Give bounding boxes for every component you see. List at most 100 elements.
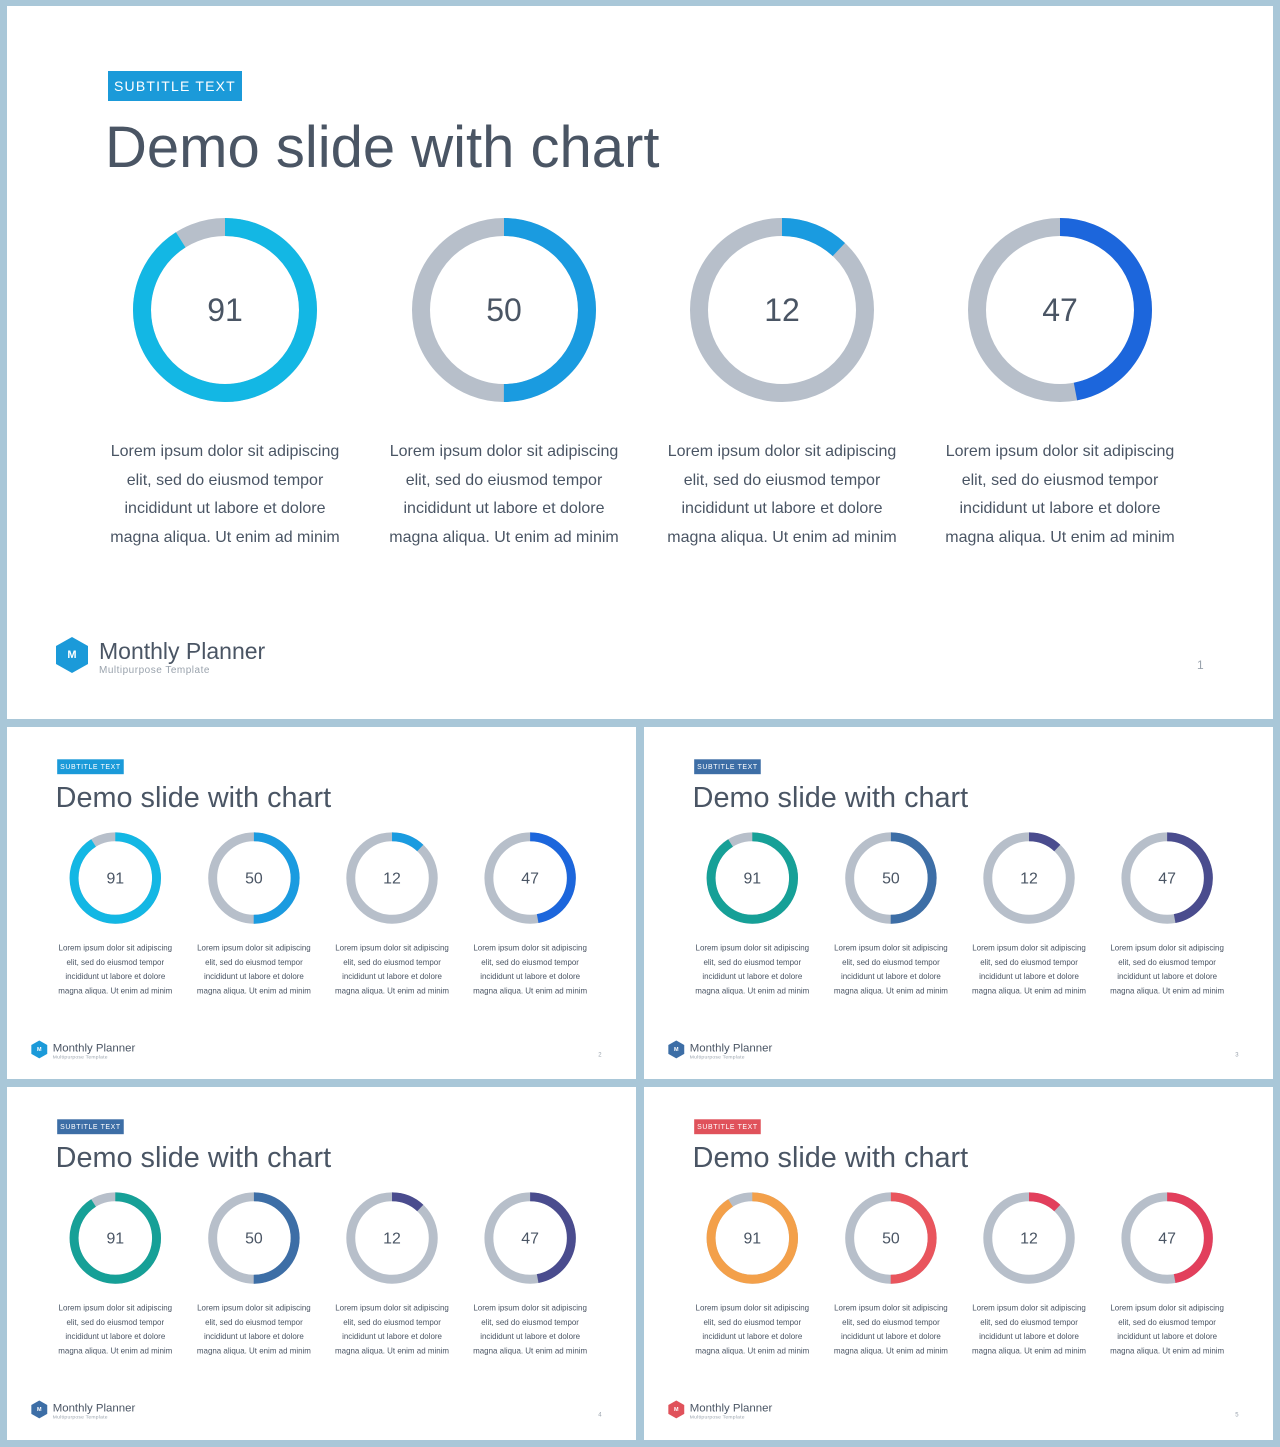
donut-value-arc — [69, 832, 162, 924]
slide-1[interactable]: SUBTITLE TEXT Demo slide with chart 91 Lo… — [7, 6, 1273, 719]
logo-hexagon-icon: M — [668, 1400, 685, 1419]
donut-value-arc — [484, 832, 576, 924]
subtitle-badge: SUBTITLE TEXT — [57, 759, 124, 775]
donut-value-arc — [968, 218, 1152, 402]
brand-tagline: Multipurpose Template — [52, 1414, 108, 1420]
donut-value-label: 47 — [521, 1229, 539, 1247]
brand-name: Monthly Planner — [689, 1040, 773, 1054]
slide-title: Demo slide with chart — [692, 781, 969, 814]
donut-value-label: 50 — [486, 292, 522, 328]
donut-value-label: 50 — [245, 869, 263, 887]
slide-title: Demo slide with chart — [55, 781, 332, 814]
donut-chart: 91 — [69, 832, 162, 924]
slide-3[interactable]: SUBTITLE TEXT Demo slide with chart 91 Lo… — [644, 727, 1273, 1079]
logo-hexagon-icon: M — [31, 1400, 48, 1419]
brand-name: Monthly Planner — [689, 1400, 773, 1414]
donut-value-label: 91 — [106, 869, 125, 887]
donut-value-label: 47 — [1158, 869, 1176, 887]
donut-description: Lorem ipsum dolor sit adipiscing elit, s… — [833, 1304, 948, 1356]
brand-tagline: Multipurpose Template — [689, 1054, 745, 1060]
donut-chart: 91 — [706, 1192, 799, 1284]
donut-value-label: 47 — [1158, 1229, 1176, 1247]
donut-chart: 91 — [132, 217, 318, 403]
donut-value-label: 91 — [106, 1229, 125, 1247]
slide-4[interactable]: SUBTITLE TEXT Demo slide with chart 91 Lo… — [7, 1087, 636, 1440]
slide-2[interactable]: SUBTITLE TEXT Demo slide with chart 91 Lo… — [7, 727, 636, 1079]
donut-chart: 47 — [484, 1192, 576, 1284]
slide-1-content: SUBTITLE TEXT Demo slide with chart 91 Lo… — [7, 6, 1273, 719]
brand-tagline: Multipurpose Template — [52, 1054, 108, 1060]
donut-value-label: 91 — [743, 1229, 762, 1247]
donut-chart: 12 — [346, 1192, 438, 1284]
donut-description: Lorem ipsum dolor sit adipiscing elit, s… — [58, 944, 173, 996]
donut-description: Lorem ipsum dolor sit adipiscing elit, s… — [110, 443, 340, 546]
donut-description: Lorem ipsum dolor sit adipiscing elit, s… — [972, 944, 1087, 996]
donut-chart: 12 — [346, 832, 438, 924]
donut-value-arc — [845, 832, 937, 924]
slide-5[interactable]: SUBTITLE TEXT Demo slide with chart 91 Lo… — [644, 1087, 1273, 1440]
subtitle-badge: SUBTITLE TEXT — [694, 759, 761, 775]
donut-chart: 47 — [1121, 1192, 1213, 1284]
brand-tagline: Multipurpose Template — [689, 1414, 745, 1420]
donut-value-label: 12 — [764, 292, 800, 328]
donut-value-label: 50 — [245, 1229, 263, 1247]
donut-value-label: 47 — [521, 869, 539, 887]
donut-value-arc — [1121, 832, 1213, 924]
donut-chart: 50 — [845, 1192, 937, 1284]
slide-title: Demo slide with chart — [105, 115, 660, 180]
donut-description: Lorem ipsum dolor sit adipiscing elit, s… — [389, 443, 619, 546]
donut-chart: 91 — [706, 832, 799, 924]
slide-title: Demo slide with chart — [692, 1141, 969, 1174]
slide-2-content: SUBTITLE TEXT Demo slide with chart 91 Lo… — [7, 727, 636, 1079]
logo-letter: M — [37, 1406, 42, 1413]
donut-chart: 50 — [208, 832, 300, 924]
donut-value-arc — [133, 218, 317, 402]
subtitle-badge: SUBTITLE TEXT — [57, 1119, 124, 1135]
brand-tagline: Multipurpose Template — [99, 665, 210, 676]
donut-value-label: 91 — [207, 292, 243, 328]
donut-value-arc — [412, 218, 596, 402]
donut-row: 91 Lorem ipsum dolor sit adipiscing elit,… — [644, 727, 1273, 1079]
donut-description: Lorem ipsum dolor sit adipiscing elit, s… — [196, 944, 311, 996]
donut-chart: 47 — [1121, 832, 1213, 924]
donut-description: Lorem ipsum dolor sit adipiscing elit, s… — [335, 944, 450, 996]
logo-hexagon-shape — [31, 1040, 48, 1059]
donut-chart: 12 — [983, 832, 1075, 924]
donut-value-label: 12 — [1020, 869, 1038, 887]
brand-name: Monthly Planner — [52, 1400, 136, 1414]
donut-value-arc — [845, 1192, 937, 1284]
donut-value-label: 12 — [383, 869, 401, 887]
donut-value-label: 47 — [1042, 292, 1078, 328]
donut-description: Lorem ipsum dolor sit adipiscing elit, s… — [196, 1304, 311, 1356]
donut-value-arc — [706, 1192, 799, 1284]
donut-chart: 50 — [411, 217, 597, 403]
logo-letter: M — [674, 1406, 679, 1413]
donut-description: Lorem ipsum dolor sit adipiscing elit, s… — [335, 1304, 450, 1356]
logo-hexagon-icon: M — [31, 1040, 48, 1059]
donut-chart: 50 — [845, 832, 937, 924]
donut-value-label: 12 — [1020, 1229, 1038, 1247]
donut-value-arc — [69, 1192, 162, 1284]
logo-hexagon-shape — [668, 1040, 685, 1059]
page-number: 2 — [598, 1050, 602, 1058]
page-number: 5 — [1235, 1410, 1239, 1418]
subtitle-badge: SUBTITLE TEXT — [108, 71, 242, 101]
donut-chart: 47 — [484, 832, 576, 924]
donut-chart: 12 — [689, 217, 875, 403]
donut-value-arc — [1121, 1192, 1213, 1284]
slide-title: Demo slide with chart — [55, 1141, 332, 1174]
donut-description: Lorem ipsum dolor sit adipiscing elit, s… — [1110, 1304, 1225, 1356]
logo-hexagon-shape — [31, 1400, 48, 1419]
logo-letter: M — [67, 649, 77, 661]
donut-description: Lorem ipsum dolor sit adipiscing elit, s… — [473, 944, 588, 996]
donut-description: Lorem ipsum dolor sit adipiscing elit, s… — [667, 443, 897, 546]
slide-5-content: SUBTITLE TEXT Demo slide with chart 91 Lo… — [644, 1087, 1273, 1440]
logo-letter: M — [37, 1046, 42, 1053]
donut-value-label: 91 — [743, 869, 762, 887]
brand-name: Monthly Planner — [99, 638, 266, 664]
logo-hexagon-shape — [668, 1400, 685, 1419]
donut-row: 91 Lorem ipsum dolor sit adipiscing elit,… — [7, 1087, 636, 1440]
donut-value-arc — [484, 1192, 576, 1284]
donut-description: Lorem ipsum dolor sit adipiscing elit, s… — [972, 1304, 1087, 1356]
slide-4-content: SUBTITLE TEXT Demo slide with chart 91 Lo… — [7, 1087, 636, 1440]
